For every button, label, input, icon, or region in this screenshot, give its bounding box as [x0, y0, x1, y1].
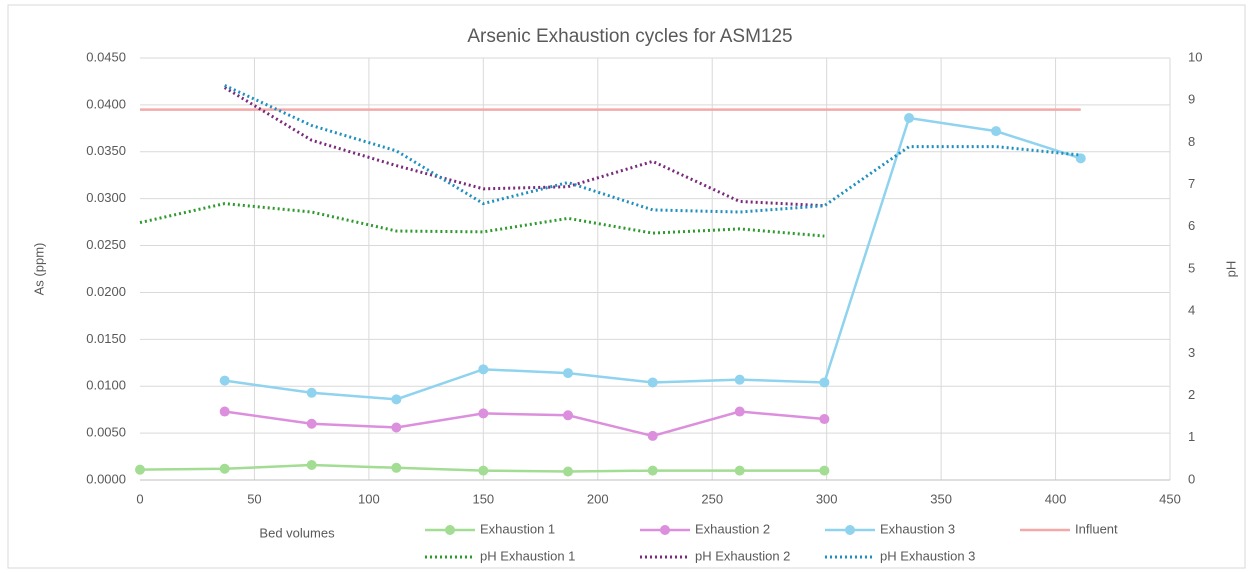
x-tick-label: 250: [701, 491, 723, 506]
y-tick-label: 0.0400: [86, 96, 126, 111]
x-tick-label: 0: [136, 491, 143, 506]
x-tick-label: 50: [247, 491, 261, 506]
y2-tick-label: 5: [1188, 260, 1195, 275]
data-point: [734, 465, 745, 476]
data-point: [219, 463, 230, 474]
data-point: [819, 377, 830, 388]
legend-label: Influent: [1075, 521, 1118, 536]
data-point: [734, 374, 745, 385]
chart-border: [7, 4, 1246, 569]
series-line: [223, 86, 825, 208]
y2-tick-label: 0: [1188, 471, 1195, 486]
data-point: [734, 406, 745, 417]
data-point: [904, 113, 915, 124]
y2-tick-label: 1: [1188, 429, 1195, 444]
legend-marker: [660, 525, 670, 535]
data-point: [306, 459, 317, 470]
data-point: [647, 377, 658, 388]
x-tick-label: 100: [358, 491, 380, 506]
y-tick-label: 0.0100: [86, 378, 126, 393]
x-tick-label: 150: [472, 491, 494, 506]
data-point: [306, 387, 317, 398]
x-axis-label: Bed volumes: [259, 525, 335, 540]
data-point: [478, 465, 489, 476]
data-point: [1075, 153, 1086, 164]
x-tick-label: 300: [816, 491, 838, 506]
data-point: [647, 465, 658, 476]
data-point: [563, 368, 574, 379]
data-point: [306, 418, 317, 429]
y-tick-label: 0.0300: [86, 190, 126, 205]
y-tick-label: 0.0150: [86, 331, 126, 346]
y2-tick-label: 9: [1188, 92, 1195, 107]
y2-tick-label: 6: [1188, 218, 1195, 233]
y-axis-label: As (ppm): [31, 243, 46, 296]
data-point: [219, 375, 230, 386]
chart-title: Arsenic Exhaustion cycles for ASM125: [467, 26, 792, 47]
series-line: [139, 202, 825, 238]
y2-tick-label: 10: [1188, 49, 1202, 64]
y2-tick-label: 2: [1188, 387, 1195, 402]
y2-axis-label: pH: [1223, 261, 1238, 278]
y-tick-label: 0.0450: [86, 49, 126, 64]
x-tick-label: 200: [587, 491, 609, 506]
y2-tick-label: 4: [1188, 303, 1195, 318]
legend-label: pH Exhaustion 1: [480, 548, 575, 563]
data-point: [391, 394, 402, 405]
series-line: [224, 84, 1081, 214]
y-tick-label: 0.0250: [86, 237, 126, 252]
x-tick-label: 350: [930, 491, 952, 506]
data-point: [991, 126, 1002, 137]
data-point: [563, 466, 574, 477]
y-tick-label: 0.0050: [86, 425, 126, 440]
y-tick-label: 0.0350: [86, 143, 126, 158]
data-point: [391, 462, 402, 473]
legend-label: Exhaustion 1: [480, 521, 555, 536]
legend-marker: [845, 525, 855, 535]
data-point: [135, 464, 145, 475]
data-point: [563, 410, 574, 421]
y-tick-label: 0.0200: [86, 284, 126, 299]
legend-label: Exhaustion 3: [880, 521, 955, 536]
legend-marker: [445, 525, 455, 535]
data-point: [478, 408, 489, 419]
data-point: [647, 430, 658, 441]
x-tick-label: 400: [1045, 491, 1067, 506]
legend-label: pH Exhaustion 2: [695, 548, 790, 563]
y2-tick-label: 3: [1188, 345, 1195, 360]
series-line: [224, 410, 825, 438]
data-point: [478, 364, 489, 375]
legend-label: Exhaustion 2: [695, 521, 770, 536]
legend-label: pH Exhaustion 3: [880, 548, 975, 563]
y-tick-label: 0.0000: [86, 471, 126, 486]
data-point: [219, 406, 230, 417]
data-point: [819, 414, 830, 425]
data-point: [391, 422, 402, 433]
y2-tick-label: 8: [1188, 134, 1195, 149]
y2-tick-label: 7: [1188, 176, 1195, 191]
data-point: [819, 465, 830, 476]
x-tick-label: 450: [1159, 491, 1181, 506]
